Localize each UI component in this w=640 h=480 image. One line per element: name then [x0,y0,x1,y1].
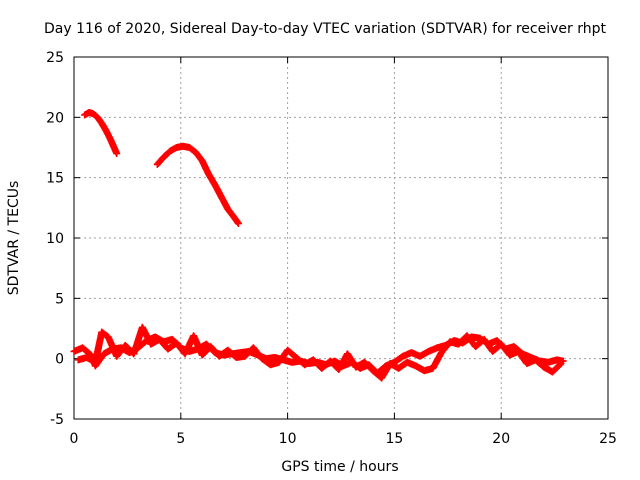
x-axis-label: GPS time / hours [281,459,398,475]
y-tick-label: 25 [46,50,64,66]
x-tick-labels: 0 5 10 15 20 25 [70,431,617,447]
grid [74,57,608,419]
data-point [557,359,565,367]
x-tick-label: 15 [385,431,403,447]
data-points [70,109,567,382]
series-low-band-main [70,333,567,377]
data-point [113,150,121,158]
data-point [556,360,564,368]
y-tick-label: 15 [46,171,64,187]
series-arc-high-2 [153,142,242,228]
x-tick-label: 10 [279,431,297,447]
chart-title: Day 116 of 2020, Sidereal Day-to-day VTE… [44,21,606,37]
y-axis-label: SDTVAR / TECUs [6,181,22,296]
y-tick-label: 5 [55,291,64,307]
data-point [234,220,242,228]
series-arc-high-1 [81,109,121,158]
y-tick-labels: -5 0 5 10 15 20 25 [46,50,64,428]
x-tick-label: 5 [176,431,185,447]
y-tick-label: 10 [46,231,64,247]
x-tick-label: 0 [70,431,79,447]
y-tick-label: 0 [55,352,64,368]
x-tick-label: 25 [599,431,617,447]
series-low-band-secondary [74,323,565,382]
y-tick-label: -5 [50,412,64,428]
y-tick-label: 20 [46,110,64,126]
x-tick-label: 20 [492,431,510,447]
axis-ticks [73,56,609,420]
